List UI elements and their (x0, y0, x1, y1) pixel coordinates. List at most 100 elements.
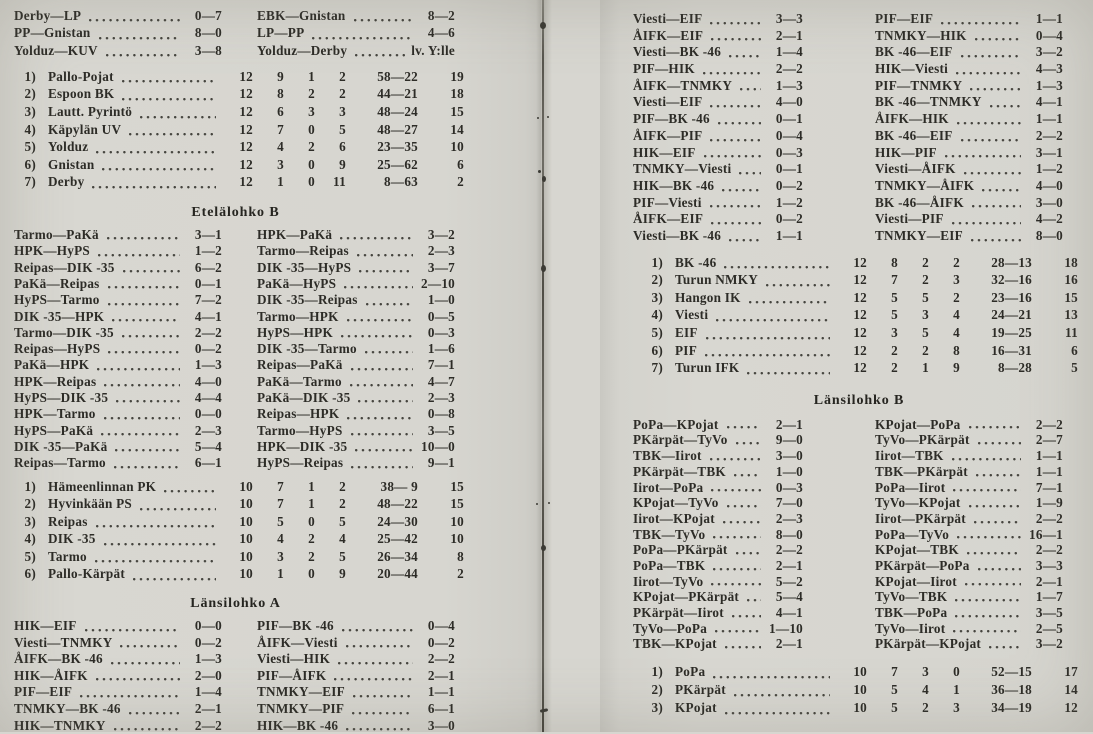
match-teams: Derby—LP (14, 8, 82, 23)
dot-leader (705, 354, 830, 358)
match-row: TBK—TyVo 8—0 (633, 527, 803, 543)
standings-row: 4) DIK -35 10 4 2 4 25—42 10 (18, 531, 464, 549)
match-teams: Viesti—BK -46 (633, 44, 722, 60)
match-teams: PIF—Viesti (633, 194, 702, 210)
goal-difference: 52—15 (991, 664, 1032, 680)
draws: 2 (922, 272, 929, 288)
points: 11 (1065, 325, 1078, 340)
games-played: 10 (239, 548, 253, 564)
standings-row: 5) Tarmo 10 3 2 5 26—34 8 (18, 549, 464, 567)
match-score: 0—4 (427, 618, 455, 634)
match-score: 2—1 (775, 636, 803, 652)
points: 15 (450, 104, 464, 120)
match-score: 1—3 (775, 77, 803, 93)
dot-leader (164, 490, 216, 494)
dot-leader (710, 138, 761, 142)
standings-row: 2) Turun NMKY 12 7 2 3 32—16 16 (645, 272, 1078, 290)
dot-leader (358, 400, 413, 404)
dot-leader (116, 400, 180, 404)
match-score: 1—2 (775, 194, 803, 210)
match-teams: Viesti—TNMKY (14, 634, 113, 650)
match-row: PIF—EIF 1—1 (875, 11, 1063, 28)
match-score: 2—1 (1035, 573, 1063, 589)
team-name: Gnistan (48, 156, 95, 172)
dot-leader (349, 384, 413, 388)
match-row: Iirot—KPojat 2—3 (633, 511, 803, 527)
match-row: HIK—Viesti 4—3 (875, 61, 1063, 78)
games-played: 12 (853, 254, 867, 270)
match-score: 3—5 (1035, 605, 1063, 621)
match-teams: Tarmo—Reipas (257, 243, 349, 259)
match-row: PKärpät—Iirot 4—1 (633, 605, 803, 621)
match-teams: Reipas—PaKä (257, 357, 343, 373)
match-row: HyPS—DIK -35 4—4 (14, 390, 222, 406)
dot-leader (312, 36, 413, 40)
dot-leader (365, 302, 413, 306)
draws: 2 (922, 700, 929, 716)
match-row: Iirot—PKärpät 2—2 (875, 511, 1063, 527)
match-row: Viesti—TNMKY 0—2 (14, 635, 222, 652)
losses: 9 (339, 156, 346, 172)
match-row: Viesti—PIF 4—2 (875, 211, 1063, 228)
match-score: 7—2 (194, 292, 222, 308)
losses: 4 (953, 307, 960, 323)
match-row: HPK—Tarmo 0—0 (14, 406, 222, 422)
binding-mark (536, 503, 538, 505)
match-score: 2—3 (775, 510, 803, 526)
dot-leader (989, 105, 1021, 109)
match-row: TBK—KPojat 2—1 (633, 636, 803, 652)
match-row: BK -46—EIF 3—2 (875, 44, 1063, 61)
match-column-left: Viesti—EIF 3—3 ÅIFK—EIF 2—1 Viesti—BK -4… (633, 11, 803, 245)
team-name: Turun NMKY (675, 272, 758, 288)
dot-leader (715, 630, 761, 634)
dot-leader (960, 55, 1021, 59)
match-teams: ÅIFK—TNMKY (633, 77, 733, 93)
match-row: TNMKY—Viesti 0—1 (633, 161, 803, 178)
position: 6) (24, 566, 36, 582)
goal-difference: 8—28 (998, 360, 1032, 376)
match-score: 4—1 (194, 308, 222, 324)
match-teams: DIK -35—HPK (14, 308, 105, 324)
match-row: ÅIFK—EIF 2—1 (633, 28, 803, 45)
match-teams: Iirot—KPojat (633, 510, 715, 526)
dot-leader (748, 301, 830, 305)
dot-leader (95, 525, 216, 529)
match-row: HIK—BK -46 0—2 (633, 178, 803, 195)
match-score: 2—2 (775, 61, 803, 77)
match-score: 2—10 (421, 275, 455, 291)
match-row: PIF—Viesti 1—2 (633, 195, 803, 212)
match-teams: Viesti—BK -46 (633, 227, 722, 243)
losses: 0 (953, 664, 960, 680)
wins: 2 (891, 342, 898, 358)
match-teams: TyVo—Iirot (875, 620, 946, 636)
match-score: 3—7 (427, 259, 455, 275)
match-score: 1—1 (1035, 448, 1063, 464)
match-score: 2—7 (1035, 432, 1063, 448)
match-row: KPojat—PKärpät 5—4 (633, 589, 803, 605)
binding-mark (541, 265, 546, 272)
games-played: 12 (853, 360, 867, 376)
wins: 7 (277, 121, 284, 137)
match-row: PaKä—Tarmo 4—7 (257, 374, 455, 390)
match-teams: Reipas—DIK -35 (14, 259, 115, 275)
match-row: TBK—PKärpät 1—1 (875, 464, 1063, 480)
dot-leader (974, 38, 1021, 42)
dot-leader (710, 105, 761, 109)
section-title-lansilohko-b: Länsilohko B (813, 392, 905, 408)
dot-leader (722, 520, 761, 524)
match-row: Iirot—TyVo 5—2 (633, 574, 803, 590)
match-teams: BK -46—TNMKY (875, 94, 982, 110)
losses: 9 (339, 566, 346, 582)
match-teams: PaKä—Reipas (14, 275, 100, 291)
dot-leader (345, 645, 413, 649)
match-teams: PKärpät—PoPa (875, 557, 970, 573)
match-row: HyPS—Tarmo 7—2 (14, 292, 222, 308)
team-name: Reipas (48, 513, 88, 529)
dot-leader (733, 694, 830, 698)
draws: 2 (308, 531, 315, 547)
wins: 5 (891, 700, 898, 716)
match-teams: Reipas—Tarmo (14, 455, 106, 471)
match-score: 1—4 (775, 44, 803, 60)
binding-mark (538, 170, 541, 173)
match-score: 3—2 (1035, 44, 1063, 60)
